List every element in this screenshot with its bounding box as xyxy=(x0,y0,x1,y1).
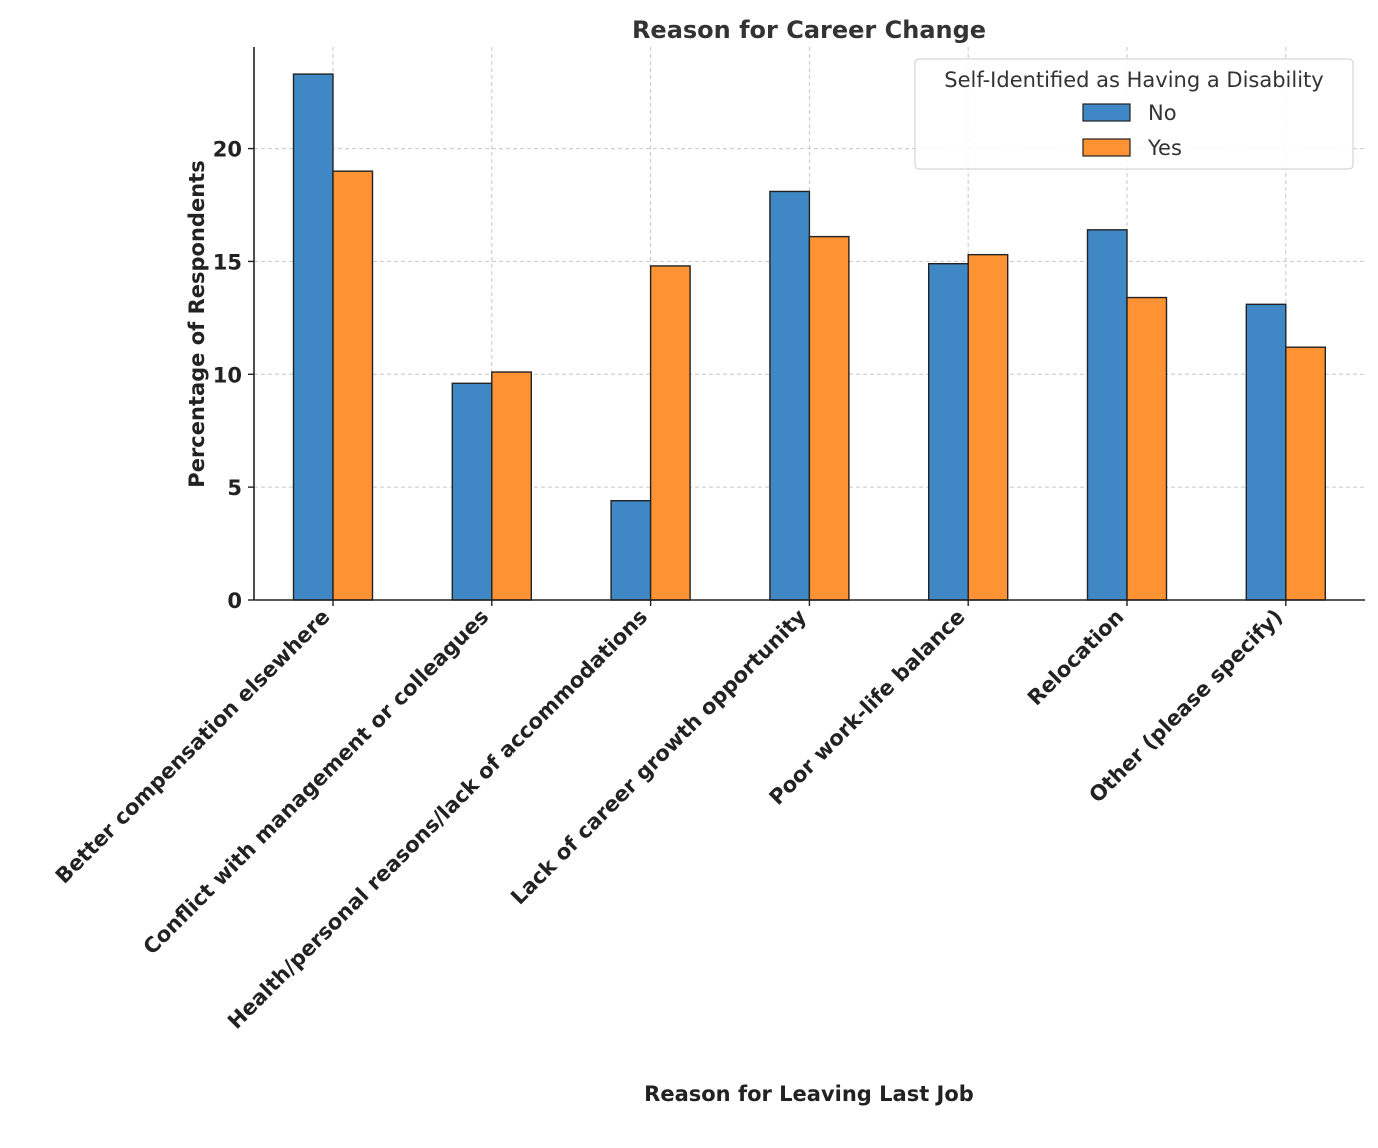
legend-swatch-no xyxy=(1082,103,1131,122)
x-tick-label: Lack of career growth opportunity xyxy=(506,604,811,909)
bar-yes-3 xyxy=(808,235,850,601)
y-tick-label: 20 xyxy=(213,138,242,162)
x-tick-label: Relocation xyxy=(1023,605,1129,711)
x-tick-label: Conflict with management or colleagues xyxy=(139,605,494,960)
chart-title: Reason for Career Change xyxy=(632,16,986,44)
legend-swatch-yes xyxy=(1082,138,1131,157)
y-tick-labels: 0 5 10 15 20 xyxy=(213,138,254,613)
legend-label-no: No xyxy=(1148,101,1177,125)
legend-entries: No Yes xyxy=(1082,101,1182,160)
bar-no-6 xyxy=(1245,303,1287,601)
y-tick-label: 0 xyxy=(227,589,242,613)
x-tick-label: Better compensation elsewhere xyxy=(51,605,335,889)
legend-box xyxy=(914,58,1354,170)
bar-no-4 xyxy=(928,262,969,601)
bar-yes-1 xyxy=(491,371,532,601)
bar-no-2 xyxy=(610,499,652,601)
legend: Self-Identified as Having a Disability N… xyxy=(914,58,1354,170)
bar-yes-4 xyxy=(967,253,1009,601)
y-tick-label: 10 xyxy=(213,363,242,387)
y-axis-label: Percentage of Respondents xyxy=(185,160,209,487)
bar-no-5 xyxy=(1086,229,1128,601)
bar-yes-0 xyxy=(332,170,374,601)
bar-yes-2 xyxy=(649,265,691,601)
legend-title: Self-Identified as Having a Disability xyxy=(944,68,1323,92)
bar-no-3 xyxy=(769,190,811,601)
legend-label-yes: Yes xyxy=(1147,136,1182,160)
bar-yes-6 xyxy=(1285,346,1327,601)
bar-no-1 xyxy=(451,382,493,601)
bar-no-0 xyxy=(292,73,334,601)
bar-yes-5 xyxy=(1126,296,1168,601)
x-axis-label: Reason for Leaving Last Job xyxy=(644,1082,974,1106)
bars xyxy=(292,73,1327,601)
y-tick-label: 5 xyxy=(227,476,242,500)
y-tick-label: 15 xyxy=(213,250,242,274)
